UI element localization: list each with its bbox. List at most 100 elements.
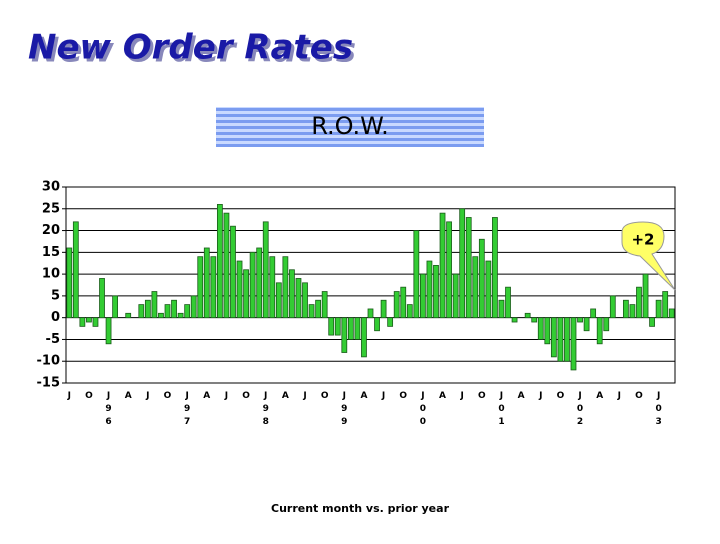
bar [203, 247, 210, 319]
bar [537, 317, 544, 340]
bar [498, 299, 505, 319]
x-tick-label: A [518, 391, 525, 401]
bar [138, 304, 145, 319]
x-tick-label: A [203, 391, 210, 401]
bar [380, 299, 387, 319]
bar [629, 304, 636, 319]
bar [230, 225, 236, 319]
bar [243, 269, 249, 319]
bar [393, 291, 400, 319]
x-tick-label: O [557, 391, 565, 401]
y-tick-label: -5 [46, 332, 60, 347]
bar [505, 286, 511, 319]
bar [171, 299, 177, 319]
bar [72, 221, 79, 319]
bar [66, 247, 73, 319]
bar [465, 217, 472, 319]
bar [550, 317, 557, 358]
bar [177, 312, 184, 319]
annotation: +2 [631, 231, 654, 249]
bar [531, 317, 538, 323]
bar [262, 221, 269, 319]
bar [387, 317, 394, 327]
bar [275, 282, 282, 319]
bar [144, 299, 151, 319]
bar [511, 317, 518, 323]
bar [158, 312, 164, 319]
bar [249, 251, 256, 319]
x-tick-label: O [242, 391, 250, 401]
x-tick-label: J [224, 391, 228, 401]
bar [328, 317, 335, 336]
bar [439, 212, 446, 319]
bar [459, 208, 466, 319]
bar [321, 291, 328, 319]
bar [609, 295, 616, 319]
bar [86, 317, 92, 323]
bar [367, 308, 374, 319]
bar [210, 256, 217, 319]
subtitle-box [216, 107, 484, 147]
x-tick-label: O [164, 391, 172, 401]
bar [472, 256, 479, 319]
bar [164, 304, 171, 319]
bar [406, 304, 413, 319]
x-tick-label: A [439, 391, 446, 401]
bar [190, 295, 197, 319]
plot: -15 -10 -5 0 5 10 15 20 25 30 J O J 9 6 A J O J 9 7 A J O J 9 8 A J O… [37, 180, 676, 427]
x-tick-label: O [635, 391, 643, 401]
subtitle: R.O.W. [311, 112, 389, 140]
bar [112, 295, 119, 319]
bar [662, 291, 669, 319]
bar [315, 299, 322, 319]
bar [151, 291, 158, 319]
bar [452, 273, 459, 319]
x-tick-label: J [145, 391, 149, 401]
bar [302, 282, 308, 319]
bar [655, 299, 662, 319]
x-tick-label: A [282, 391, 289, 401]
bar [79, 317, 86, 327]
y-tick-label: 20 [42, 223, 60, 238]
bar [361, 317, 367, 358]
x-tick-label: J [67, 391, 71, 401]
bar [289, 269, 295, 319]
bar [269, 256, 276, 319]
bar [341, 317, 348, 353]
bar [99, 278, 105, 319]
bar [557, 317, 564, 362]
bar [636, 286, 642, 319]
y-tick-label: -15 [37, 376, 61, 391]
bar [374, 317, 380, 332]
bar [236, 260, 243, 319]
x-tick-label: A [360, 391, 367, 401]
bar [197, 256, 204, 319]
bar [419, 273, 426, 319]
x-tick-label: J [617, 391, 621, 401]
bar [478, 238, 485, 319]
callout [621, 221, 676, 291]
x-tick-label: O [85, 391, 93, 401]
y-tick-label: 5 [51, 288, 60, 303]
x-axis-label: Current month vs. prior year [271, 502, 450, 515]
y-tick-label: -10 [37, 354, 61, 369]
bar [642, 273, 649, 319]
bar [622, 299, 629, 319]
bar [564, 317, 570, 362]
bar [184, 304, 191, 319]
bar [577, 317, 583, 323]
title-shadow: New Order Rates [31, 31, 356, 71]
bar [433, 264, 439, 319]
bar [603, 317, 610, 332]
bar [590, 308, 597, 319]
bar [347, 317, 354, 340]
y-tick-label: 0 [51, 310, 60, 325]
bar [308, 304, 315, 319]
y-tick-label: 25 [42, 201, 60, 216]
bar [256, 247, 263, 319]
